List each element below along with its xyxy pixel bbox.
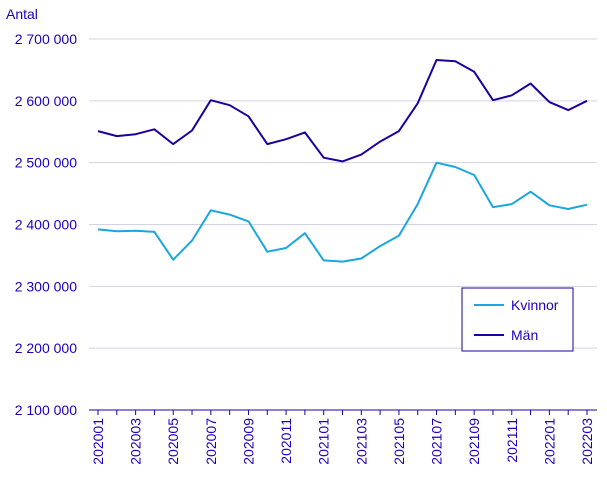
x-tick-label: 202109 bbox=[466, 418, 482, 465]
y-tick-label: 2 100 000 bbox=[15, 402, 77, 418]
x-tick-label: 202011 bbox=[278, 418, 294, 464]
y-tick-labels: 2 700 000 2 600 000 2 500 000 2 400 000 2 30… bbox=[15, 31, 77, 418]
y-tick-label: 2 600 000 bbox=[15, 93, 77, 109]
x-tick-label: 202101 bbox=[316, 418, 332, 465]
legend-box bbox=[461, 287, 574, 352]
legend-label-man: Män bbox=[511, 327, 538, 343]
series-line-man bbox=[97, 59, 588, 163]
y-tick-label: 2 200 000 bbox=[15, 340, 77, 356]
y-tick-label: 2 700 000 bbox=[15, 31, 77, 47]
series-lines bbox=[97, 59, 588, 263]
legend-label-kvinnor: Kvinnor bbox=[511, 297, 559, 313]
x-tick-label: 202001 bbox=[90, 418, 106, 465]
x-tick-label: 202005 bbox=[165, 418, 181, 465]
x-tick-label: 202007 bbox=[203, 418, 219, 465]
x-tick-label: 202107 bbox=[429, 418, 445, 465]
x-tick-label: 202111 bbox=[504, 418, 520, 463]
x-tick-label: 202203 bbox=[579, 418, 595, 465]
x-tick-label: 202201 bbox=[541, 418, 557, 465]
x-tick-label: 202003 bbox=[128, 418, 144, 465]
y-axis-label: Antal bbox=[6, 6, 38, 22]
gridlines bbox=[89, 38, 597, 411]
y-tick-label: 2 500 000 bbox=[15, 155, 77, 171]
y-tick-label: 2 400 000 bbox=[15, 217, 77, 233]
x-tick-label: 202009 bbox=[240, 418, 256, 465]
legend: Kvinnor Män bbox=[461, 287, 574, 352]
x-tick-label: 202103 bbox=[353, 418, 369, 465]
x-tick-labels: 202001 202003 202005 202007 202009 202011 2021… bbox=[90, 410, 595, 465]
y-tick-label: 2 300 000 bbox=[15, 278, 77, 294]
x-tick-label: 202105 bbox=[391, 418, 407, 465]
series-line-kvinnor bbox=[97, 161, 588, 263]
